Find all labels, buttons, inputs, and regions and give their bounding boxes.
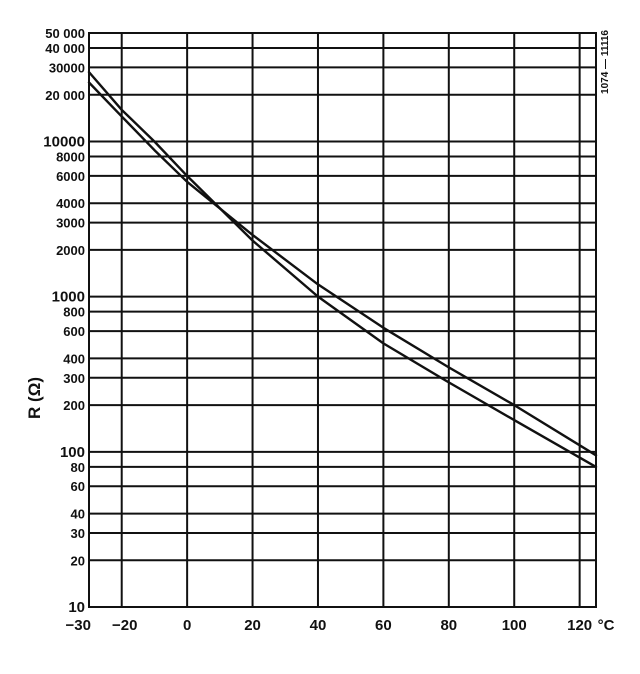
- x-tick-label: 120: [567, 617, 592, 634]
- x-tick-label: −20: [112, 617, 137, 634]
- resistance-curves: [87, 70, 598, 469]
- x-tick-labels: −30 −20 0 20 40 60 80 100 120 °C: [66, 617, 615, 634]
- x-tick-label: 100: [502, 617, 527, 634]
- resistance-curve-lower: [87, 70, 598, 469]
- y-tick-label: 6000: [56, 169, 85, 184]
- y-tick-label: 800: [63, 305, 85, 320]
- y-tick-label: 400: [63, 351, 85, 366]
- y-tick-label: 100: [60, 444, 85, 461]
- x-tick-label: −30: [66, 617, 91, 634]
- x-unit-label: °C: [598, 617, 615, 634]
- y-tick-label: 600: [63, 324, 85, 339]
- y-tick-label: 80: [71, 460, 85, 475]
- y-tick-label: 30000: [49, 60, 85, 75]
- grid: [88, 32, 596, 608]
- y-tick-label: 30: [71, 526, 85, 541]
- y-tick-label: 8000: [56, 150, 85, 165]
- drawing-reference-number: 1074 — 11116: [600, 30, 611, 94]
- resistance-curve-upper: [87, 81, 598, 457]
- x-tick-label: 80: [440, 617, 457, 634]
- y-tick-label: 50 000: [45, 26, 85, 41]
- x-tick-label: 0: [183, 617, 191, 634]
- plot-frame: [88, 32, 597, 608]
- y-tick-label: 10: [68, 599, 85, 616]
- y-tick-label: 3000: [56, 216, 85, 231]
- y-tick-label: 20: [71, 553, 85, 568]
- y-tick-label: 2000: [56, 243, 85, 258]
- x-tick-label: 20: [244, 617, 261, 634]
- y-axis-label: R (Ω): [25, 377, 44, 419]
- y-tick-label: 40 000: [45, 41, 85, 56]
- y-tick-label: 10000: [43, 133, 85, 150]
- y-tick-label: 40: [71, 507, 85, 522]
- y-tick-label: 1000: [52, 289, 85, 306]
- x-tick-label: 40: [310, 617, 327, 634]
- y-tick-label: 200: [63, 398, 85, 413]
- y-tick-label: 20 000: [45, 88, 85, 103]
- y-tick-label: 300: [63, 371, 85, 386]
- y-tick-label: 60: [71, 479, 85, 494]
- x-tick-label: 60: [375, 617, 392, 634]
- y-tick-label: 4000: [56, 196, 85, 211]
